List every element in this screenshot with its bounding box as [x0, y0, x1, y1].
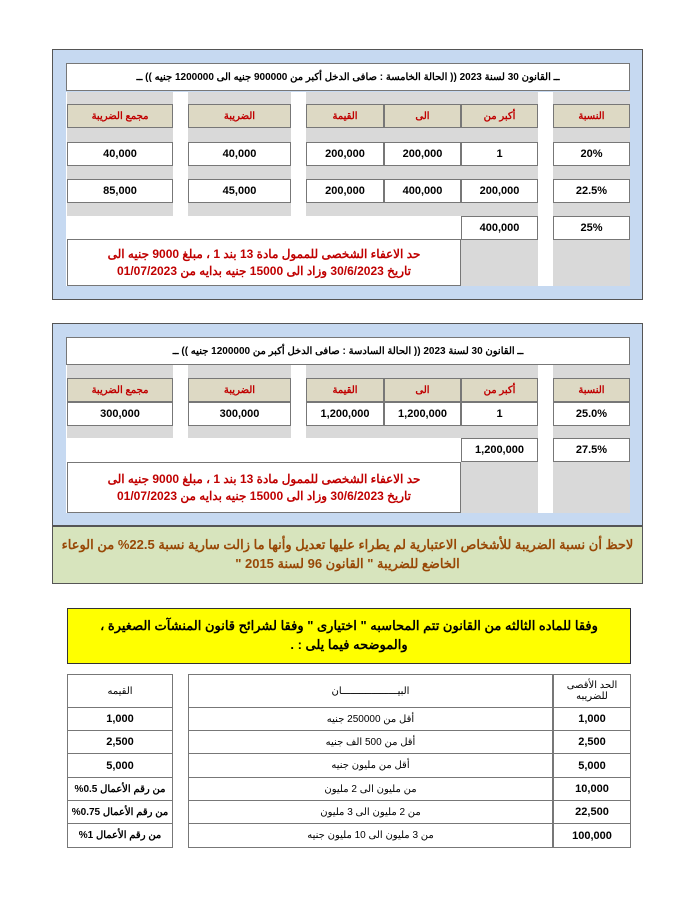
cell-from: 1	[461, 142, 538, 166]
cell-desc: من 3 مليون الى 10 مليون جنيه	[188, 823, 553, 848]
case5-title: ــ القانون 30 لسنة 2023 (( الحالة الخامس…	[66, 63, 630, 91]
cell-value: من رقم الأعمال 0.75%	[67, 800, 173, 824]
cell-desc: أقل من 250000 جنيه	[188, 707, 553, 731]
header-max-tax: الحد الأقصى للضريبه	[553, 674, 631, 708]
header-value: القيمة	[306, 104, 384, 128]
header-to: الى	[384, 378, 461, 402]
gray-col	[461, 462, 538, 513]
header-total: مجمع الضريبة	[67, 378, 173, 402]
exemption-note: حد الاعفاء الشخصى للممول مادة 13 بند 1 ،…	[67, 239, 461, 286]
cell-total: 85,000	[67, 179, 173, 203]
cell-desc: أقل من 500 الف جنيه	[188, 730, 553, 754]
header-rate: النسبة	[553, 104, 630, 128]
cell-rate: 25%	[553, 216, 630, 240]
header-from: أكبر من	[461, 378, 538, 402]
legal-entities-note: لاحظ أن نسبة الضريبة للأشخاص الاعتبارية …	[52, 526, 643, 584]
cell-rate: 27.5%	[553, 438, 630, 462]
cell-max: 1,000	[553, 707, 631, 731]
cell-tax: 300,000	[188, 402, 291, 426]
cell-to: 1,200,000	[384, 402, 461, 426]
header-value: القيمة	[306, 378, 384, 402]
cell-max: 22,500	[553, 800, 631, 824]
cell-rate: 22.5%	[553, 179, 630, 203]
cell-total: 300,000	[67, 402, 173, 426]
header-rate: النسبة	[553, 378, 630, 402]
header-value: القيمه	[67, 674, 173, 708]
cell-tax: 45,000	[188, 179, 291, 203]
cell-desc: من 2 مليون الى 3 مليون	[188, 800, 553, 824]
cell-value: 1,200,000	[306, 402, 384, 426]
cell-desc: أقل من مليون جنيه	[188, 753, 553, 778]
cell-tax: 40,000	[188, 142, 291, 166]
cell-to: 200,000	[384, 142, 461, 166]
header-to: الى	[384, 104, 461, 128]
case6-title: ــ القانون 30 لسنة 2023 (( الحالة السادس…	[66, 337, 630, 365]
header-description: البيـــــــــــــــــــان	[188, 674, 553, 708]
cell-from: 400,000	[461, 216, 538, 240]
cell-value: 5,000	[67, 753, 173, 778]
cell-from: 1,200,000	[461, 438, 538, 462]
cell-max: 5,000	[553, 753, 631, 778]
cell-rate: 25.0%	[553, 402, 630, 426]
cell-value: 1,000	[67, 707, 173, 731]
cell-max: 10,000	[553, 777, 631, 801]
header-tax: الضريبة	[188, 104, 291, 128]
blank	[67, 216, 461, 239]
small-business-intro: وفقا للماده الثالثه من القانون تتم المحا…	[67, 608, 631, 664]
cell-desc: من مليون الى 2 مليون	[188, 777, 553, 801]
cell-total: 40,000	[67, 142, 173, 166]
cell-from: 200,000	[461, 179, 538, 203]
cell-value: 200,000	[306, 142, 384, 166]
cell-value: من رقم الأعمال 0.5%	[67, 777, 173, 801]
cell-max: 100,000	[553, 823, 631, 848]
header-from: أكبر من	[461, 104, 538, 128]
cell-value: من رقم الأعمال 1%	[67, 823, 173, 848]
cell-max: 2,500	[553, 730, 631, 754]
cell-to: 400,000	[384, 179, 461, 203]
cell-value: 200,000	[306, 179, 384, 203]
header-tax: الضريبة	[188, 378, 291, 402]
header-total: مجمع الضريبة	[67, 104, 173, 128]
cell-value: 2,500	[67, 730, 173, 754]
cell-from: 1	[461, 402, 538, 426]
cell-rate: 20%	[553, 142, 630, 166]
exemption-note: حد الاعفاء الشخصى للممول مادة 13 بند 1 ،…	[67, 462, 461, 513]
